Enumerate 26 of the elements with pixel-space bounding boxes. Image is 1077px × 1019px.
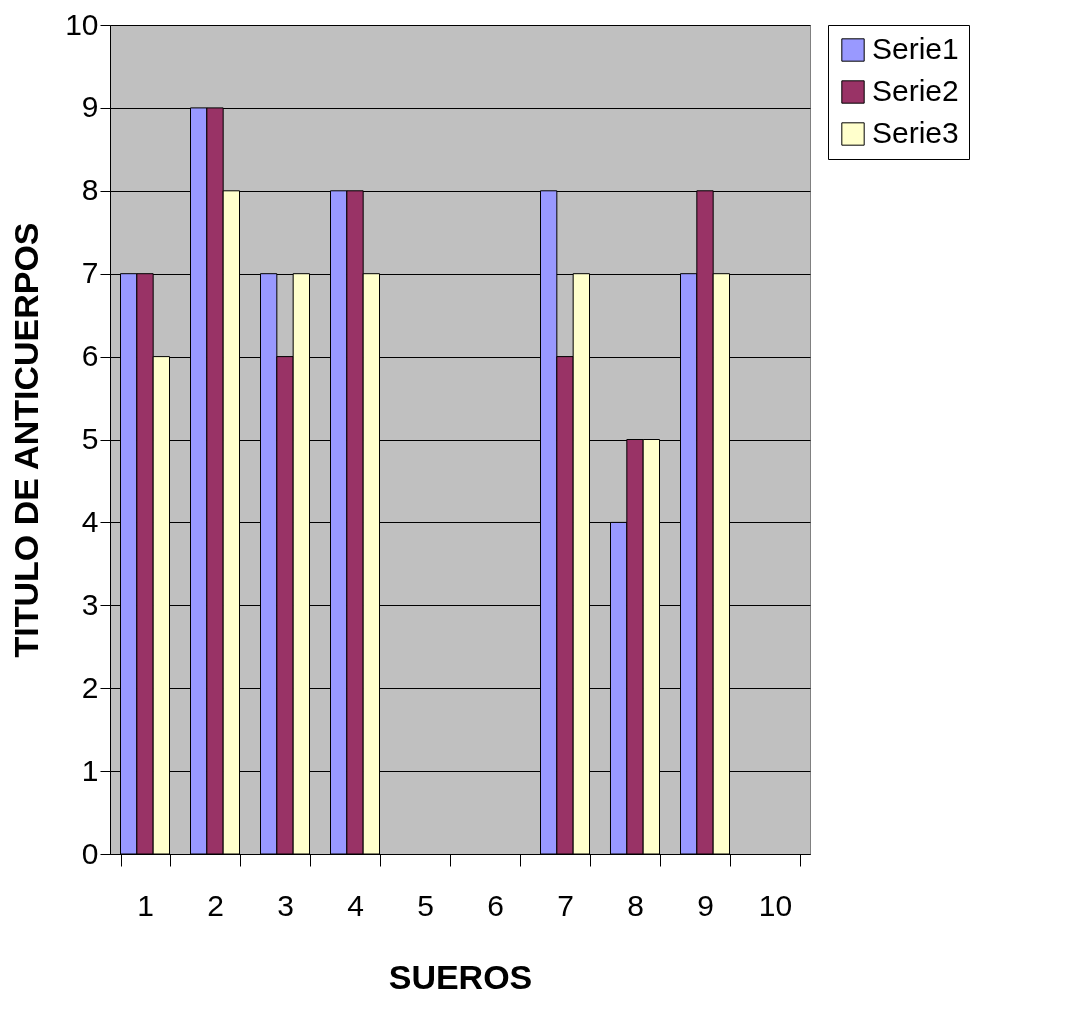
x-tick-label: 6 [487, 888, 504, 922]
x-tick-label: 3 [277, 888, 294, 922]
x-tick-label: 8 [627, 888, 644, 922]
x-tick-label: 9 [697, 888, 714, 922]
y-tick-label: 4 [81, 504, 99, 538]
y-tick-label: 9 [81, 90, 99, 124]
y-tick-label: 7 [81, 256, 99, 290]
y-tick-label: 8 [81, 173, 99, 207]
x-axis-title: SUEROS [388, 957, 533, 996]
y-tick-label: 2 [81, 670, 99, 704]
legend-label: Serie2 [872, 74, 959, 107]
y-tick-label: 10 [65, 7, 99, 41]
x-tick-label: 2 [207, 888, 224, 922]
x-tick-label: 10 [758, 888, 793, 922]
y-tick-label: 5 [81, 422, 99, 455]
y-tick-label: 6 [81, 339, 99, 373]
x-tick-label: 7 [557, 888, 574, 922]
y-tick-label: 3 [81, 587, 99, 621]
legend-label: Serie3 [872, 116, 959, 149]
y-tick-label: 0 [81, 836, 99, 870]
y-axis-title: TITULO DE ANTICUERPOS [7, 222, 46, 658]
x-tick-label: 5 [417, 888, 434, 922]
x-tick-label: 4 [347, 888, 364, 922]
legend-label: Serie1 [872, 32, 959, 65]
x-tick-label: 1 [137, 888, 154, 922]
y-tick-label: 1 [81, 753, 99, 787]
